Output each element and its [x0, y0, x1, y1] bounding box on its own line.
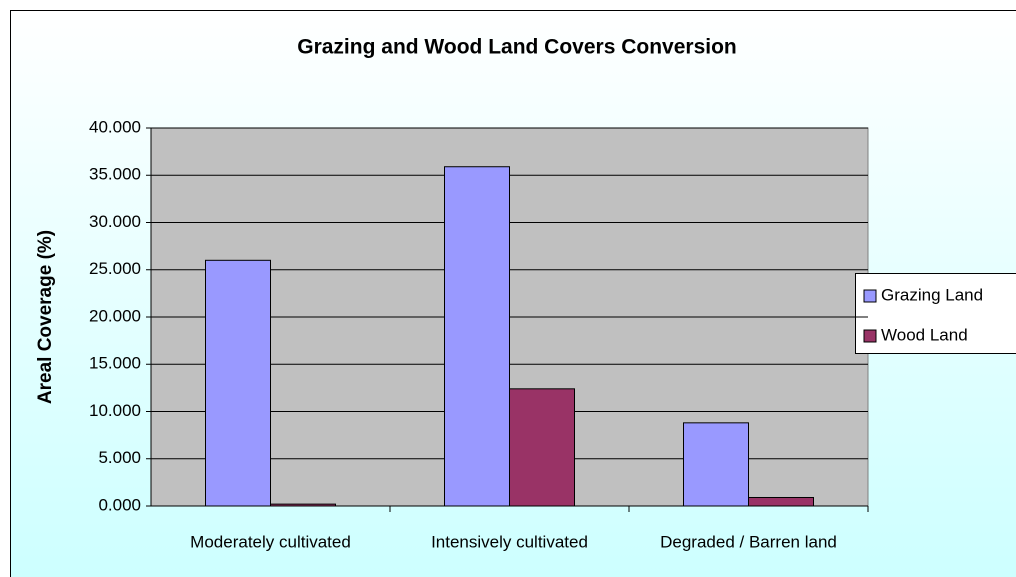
- y-axis-label: Areal Coverage (%): [35, 230, 56, 404]
- legend-swatch: [863, 289, 877, 303]
- bar: [205, 259, 271, 507]
- y-tick-label: 40.000: [89, 117, 141, 136]
- y-tick-label: 25.000: [89, 259, 141, 278]
- bar: [444, 166, 510, 507]
- bar: [748, 496, 814, 507]
- x-tick-label: Intensively cultivated: [431, 532, 588, 551]
- y-tick-label: 20.000: [89, 306, 141, 325]
- legend-swatch: [863, 329, 877, 343]
- x-tick-label: Moderately cultivated: [190, 532, 351, 551]
- y-tick-label: 0.000: [98, 495, 141, 514]
- y-tick-label: 10.000: [89, 401, 141, 420]
- legend-label: Wood Land: [881, 325, 968, 344]
- bar: [683, 422, 749, 507]
- y-tick-label: 30.000: [89, 212, 141, 231]
- y-tick-label: 35.000: [89, 165, 141, 184]
- bar: [270, 503, 336, 507]
- chart-title: Grazing and Wood Land Covers Conversion: [297, 36, 737, 59]
- x-tick-label: Degraded / Barren land: [660, 532, 837, 551]
- legend-label: Grazing Land: [881, 285, 983, 304]
- y-tick-label: 5.000: [98, 448, 141, 467]
- y-tick-label: 15.000: [89, 354, 141, 373]
- legend: [855, 273, 1016, 354]
- bar: [509, 388, 575, 507]
